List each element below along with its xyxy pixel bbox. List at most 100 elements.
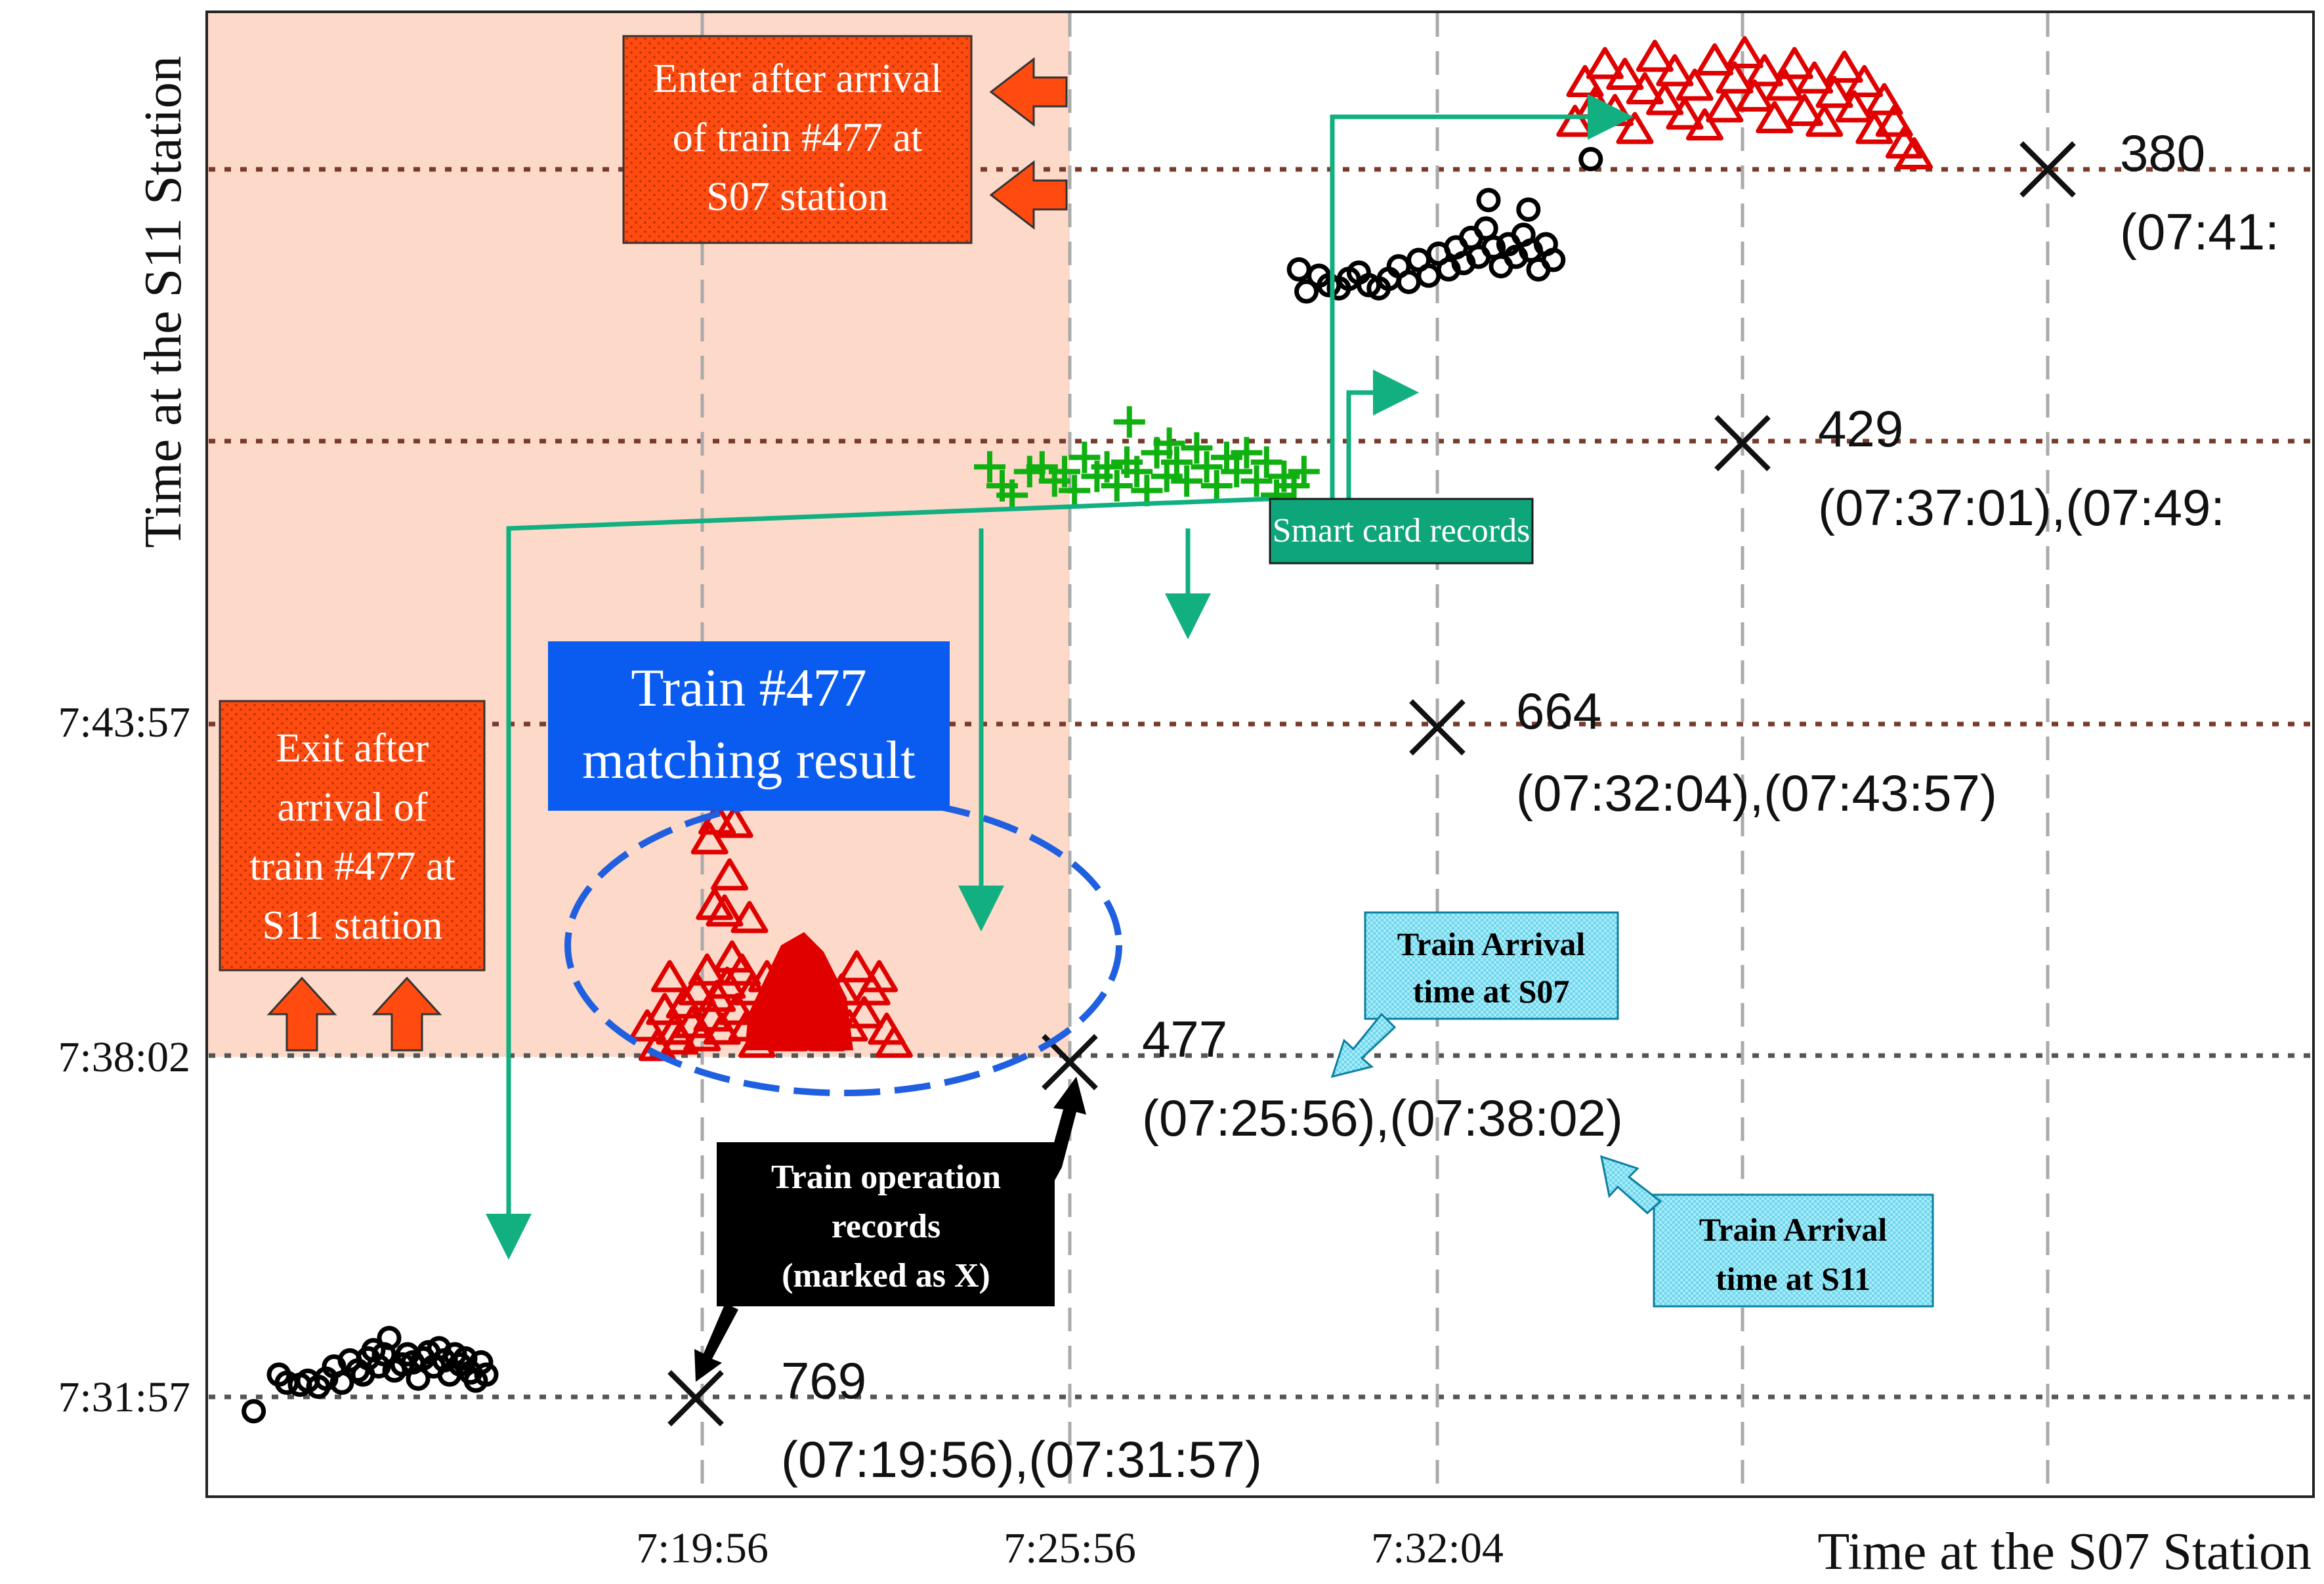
triangle-marker [715,805,753,838]
triangle-marker [1815,75,1853,108]
train-s07-time: (07:37:01) [1818,479,2052,536]
triangle-marker [718,993,756,1025]
circle-marker [1541,247,1566,272]
circle-marker [1416,263,1441,288]
train-s07-time: (07:25:56) [1142,1089,1376,1147]
triangle-marker [730,901,769,933]
plus-marker [1068,441,1101,473]
triangle-marker [1796,61,1834,94]
plus-marker [1240,465,1273,497]
triangle-marker [1895,137,1933,169]
plus-marker [1171,465,1203,497]
plus-marker [1191,451,1223,483]
train-id-label: 769 [781,1352,866,1409]
train-time-label: (07:25:56),(07:38:02) [1142,1089,1623,1147]
plus-marker [1250,446,1282,478]
triangle-marker [1735,79,1773,112]
enter-annotation-line: of train #477 at [673,116,923,160]
triangle-marker [1656,54,1694,87]
arrival-s11-line: time at S11 [1716,1260,1870,1297]
triangle-marker [661,1022,699,1055]
matching-result-line: matching result [582,730,916,790]
triangle-marker [1846,65,1884,97]
triangle-marker [1606,58,1644,90]
exit-annotation-line: arrival of [278,785,428,830]
triangle-marker [1835,90,1873,123]
triangle-marker [1825,51,1863,83]
plus-marker [1200,470,1233,502]
enter-annotation-line: Enter after arrival [653,56,942,101]
exit-arrow-icon [371,976,442,1052]
train-s07-time: (07:19:56) [781,1430,1015,1488]
triangle-marker [1765,68,1804,101]
plus-marker [974,451,1005,483]
train-id-label: 380 [2120,124,2205,182]
train-operation-line: records [832,1208,941,1245]
triangle-marker [1785,94,1823,126]
train-operation-line: (marked as X) [782,1257,990,1295]
train-s07-time: (07:32:04) [1516,764,1750,822]
plus-marker [1181,432,1213,464]
enter-annotation-line: S07 station [706,175,888,219]
triangle-marker [1556,104,1594,137]
triangle-marker [1696,43,1734,75]
triangle-marker [860,960,898,993]
matching-result-line: Train #477 [631,658,866,717]
circle-marker [1578,146,1603,171]
triangle-marker [650,960,688,993]
y-tick-label: 7:43:57 [58,698,190,746]
train-operation-arrow-icon [694,1303,738,1382]
triangle-marker [1725,36,1764,68]
train-time-label: (07:19:56),(07:31:57) [781,1430,1262,1488]
train-operation-x-marker [1714,415,1771,471]
train-operation-x-marker [1409,699,1466,756]
train-operation-x-marker [667,1370,724,1426]
triangle-marker [845,996,883,1029]
triangle-marker [1875,104,1913,137]
triangle-marker [1806,104,1844,137]
triangle-marker [1746,54,1784,87]
train-time-label: (07:41: [2120,203,2279,261]
triangle-marker [1756,101,1794,133]
x-tick-label: 7:25:56 [1004,1524,1136,1572]
triangle-marker [875,1025,913,1058]
train-s11-time: (07:43:57) [1764,764,1997,822]
triangle-marker [1586,47,1624,79]
smart-card-connectors [486,94,1634,1260]
x-axis-label: Time at the S07 Station [1817,1523,2312,1581]
plus-marker [1059,475,1091,507]
train-operation-line: Train operation [771,1159,1001,1196]
triangle-marker [1626,72,1664,104]
train-s11-time: (07:38:02) [1389,1089,1623,1147]
circle-marker [469,1350,494,1375]
triangle-marker [837,950,876,983]
triangle-marker [703,1012,741,1045]
circle-marker [1516,197,1541,222]
enter-arrow-icon [989,56,1068,127]
triangle-marker [1865,83,1903,116]
arrival-s11-line: Train Arrival [1699,1211,1888,1248]
y-tick-label: 7:31:57 [58,1373,190,1421]
train-id-label: 477 [1142,1010,1227,1068]
triangle-marker [690,822,729,855]
circle-marker [453,1346,478,1371]
circle-marker [1286,257,1311,282]
plot-frame [205,11,2315,1498]
plus-marker [1221,456,1253,488]
triangle-marker [696,888,734,920]
train-time-label: (07:32:04),(07:43:57) [1516,764,1997,822]
circle-marker [366,1354,391,1379]
enter-arrow-icon [989,160,1068,230]
train-operation-x-marker [2019,141,2076,198]
dense-cluster-core [745,932,853,1050]
triangle-marker [1646,83,1684,116]
train-operation-arrow-icon [1047,1077,1086,1182]
triangle-marker [1676,68,1714,101]
plus-marker [1288,456,1320,488]
triangle-marker [1685,108,1723,140]
circle-marker [329,1370,354,1395]
train-id-label: 664 [1516,682,1601,740]
train-time-label: (07:37:01),(07:49: [1818,479,2225,536]
matching-result-box [548,641,950,811]
